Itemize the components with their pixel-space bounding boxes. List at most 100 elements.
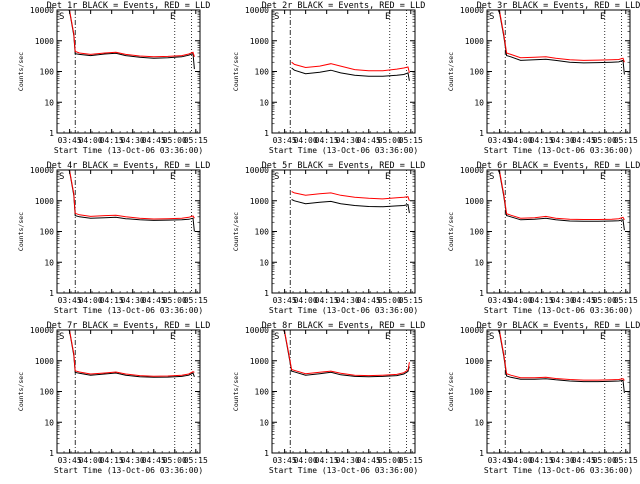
x-tick-label: 04:30 (121, 456, 145, 465)
x-tick-label: 04:15 (530, 456, 554, 465)
x-tick-label: 04:45 (572, 296, 596, 305)
plot-frame (56, 329, 201, 454)
y-tick-label: 10000 (30, 6, 54, 15)
corner-label-start: S (489, 332, 494, 342)
y-axis-label: Counts/sec (447, 52, 455, 91)
y-tick-label: 1 (479, 129, 484, 138)
y-axis-label: Counts/sec (232, 52, 240, 91)
y-tick-label: 100 (255, 388, 270, 397)
x-axis-label: Start Time (13-Oct-06 03:36:00) (484, 466, 633, 475)
x-tick-label: 04:15 (315, 456, 339, 465)
corner-label-end: E (385, 332, 390, 342)
x-tick-label: 04:45 (357, 456, 381, 465)
x-tick-label: 05:00 (593, 296, 617, 305)
y-tick-label: 10 (44, 258, 54, 267)
x-tick-label: 04:30 (551, 136, 575, 145)
y-tick-label: 100 (40, 228, 55, 237)
x-tick-label: 03:45 (58, 136, 82, 145)
y-axis-label: Counts/sec (447, 212, 455, 251)
plot-frame (271, 329, 416, 454)
y-tick-label: 10 (259, 418, 269, 427)
x-tick-label: 05:00 (593, 136, 617, 145)
x-axis-label: Start Time (13-Oct-06 03:36:00) (269, 306, 418, 315)
y-tick-label: 1000 (465, 357, 484, 366)
y-tick-label: 100 (470, 388, 485, 397)
y-tick-label: 100 (470, 228, 485, 237)
x-tick-label: 04:45 (357, 296, 381, 305)
x-tick-label: 05:00 (378, 136, 402, 145)
series-line-events (291, 67, 410, 81)
x-tick-label: 05:00 (163, 136, 187, 145)
series-line-lld (283, 330, 410, 377)
plot-frame (56, 169, 201, 294)
y-axis-label: Counts/sec (17, 52, 25, 91)
y-tick-label: 1 (49, 289, 54, 298)
x-tick-label: 05:00 (378, 456, 402, 465)
x-tick-label: 04:15 (100, 296, 124, 305)
x-tick-label: 05:00 (593, 456, 617, 465)
x-tick-label: 05:00 (163, 456, 187, 465)
x-tick-label: 04:00 (79, 456, 103, 465)
corner-label-start: S (489, 172, 494, 182)
y-tick-label: 1 (264, 129, 269, 138)
chart-panel-8: Det 8r BLACK = Events, RED = LLD 1 10 100 10… (232, 321, 425, 475)
series-line-lld (498, 170, 625, 221)
chart-title: Det 6r BLACK = Events, RED = LLD (477, 161, 640, 171)
y-tick-label: 1000 (250, 357, 269, 366)
x-axis-label: Start Time (13-Oct-06 03:36:00) (54, 466, 203, 475)
corner-label-start: S (59, 332, 64, 342)
x-tick-label: 04:15 (530, 136, 554, 145)
x-tick-label: 05:00 (163, 296, 187, 305)
x-tick-label: 05:15 (399, 296, 423, 305)
plot-frame (271, 169, 416, 294)
chart-panel-4: Det 4r BLACK = Events, RED = LLD 1 10 100 10… (17, 161, 210, 315)
y-tick-label: 10 (259, 258, 269, 267)
y-tick-label: 1000 (465, 37, 484, 46)
x-tick-label: 03:45 (488, 456, 512, 465)
y-axis-label: Counts/sec (17, 372, 25, 411)
series-line-lld (68, 170, 195, 220)
x-axis-label: Start Time (13-Oct-06 03:36:00) (269, 466, 418, 475)
y-tick-label: 10000 (460, 326, 484, 335)
y-tick-label: 10 (259, 98, 269, 107)
plot-frame (271, 9, 416, 134)
plot-frame (486, 169, 631, 294)
corner-label-start: S (59, 12, 64, 22)
y-tick-label: 1 (264, 289, 269, 298)
y-tick-label: 1000 (35, 37, 54, 46)
y-tick-label: 100 (255, 228, 270, 237)
x-axis-label: Start Time (13-Oct-06 03:36:00) (484, 306, 633, 315)
x-tick-label: 04:45 (572, 456, 596, 465)
y-axis-label: Counts/sec (232, 372, 240, 411)
corner-label-end: E (170, 332, 175, 342)
y-tick-label: 10 (474, 258, 484, 267)
plot-frame (56, 9, 201, 134)
chart-title: Det 2r BLACK = Events, RED = LLD (262, 1, 426, 11)
corner-label-start: S (489, 12, 494, 22)
y-tick-label: 1 (264, 449, 269, 458)
x-tick-label: 04:15 (100, 136, 124, 145)
x-tick-label: 05:15 (614, 136, 638, 145)
corner-label-end: E (385, 12, 390, 22)
chart-title: Det 3r BLACK = Events, RED = LLD (477, 1, 640, 11)
y-tick-label: 1 (49, 129, 54, 138)
x-tick-label: 04:30 (336, 456, 360, 465)
y-axis-label: Counts/sec (17, 212, 25, 251)
x-tick-label: 04:00 (79, 296, 103, 305)
x-tick-label: 04:45 (142, 136, 166, 145)
x-tick-label: 04:45 (142, 456, 166, 465)
y-tick-label: 10 (44, 418, 54, 427)
corner-label-start: S (274, 332, 279, 342)
series-line-lld (68, 330, 195, 377)
x-tick-label: 04:00 (509, 456, 533, 465)
x-tick-label: 05:15 (399, 456, 423, 465)
series-line-lld (291, 61, 410, 74)
y-tick-label: 10000 (460, 6, 484, 15)
chart-panel-9: Det 9r BLACK = Events, RED = LLD 1 10 100 10… (447, 321, 640, 475)
x-tick-label: 05:15 (184, 136, 208, 145)
y-tick-label: 100 (40, 68, 55, 77)
y-tick-label: 1 (479, 289, 484, 298)
series-line-lld (498, 330, 625, 381)
